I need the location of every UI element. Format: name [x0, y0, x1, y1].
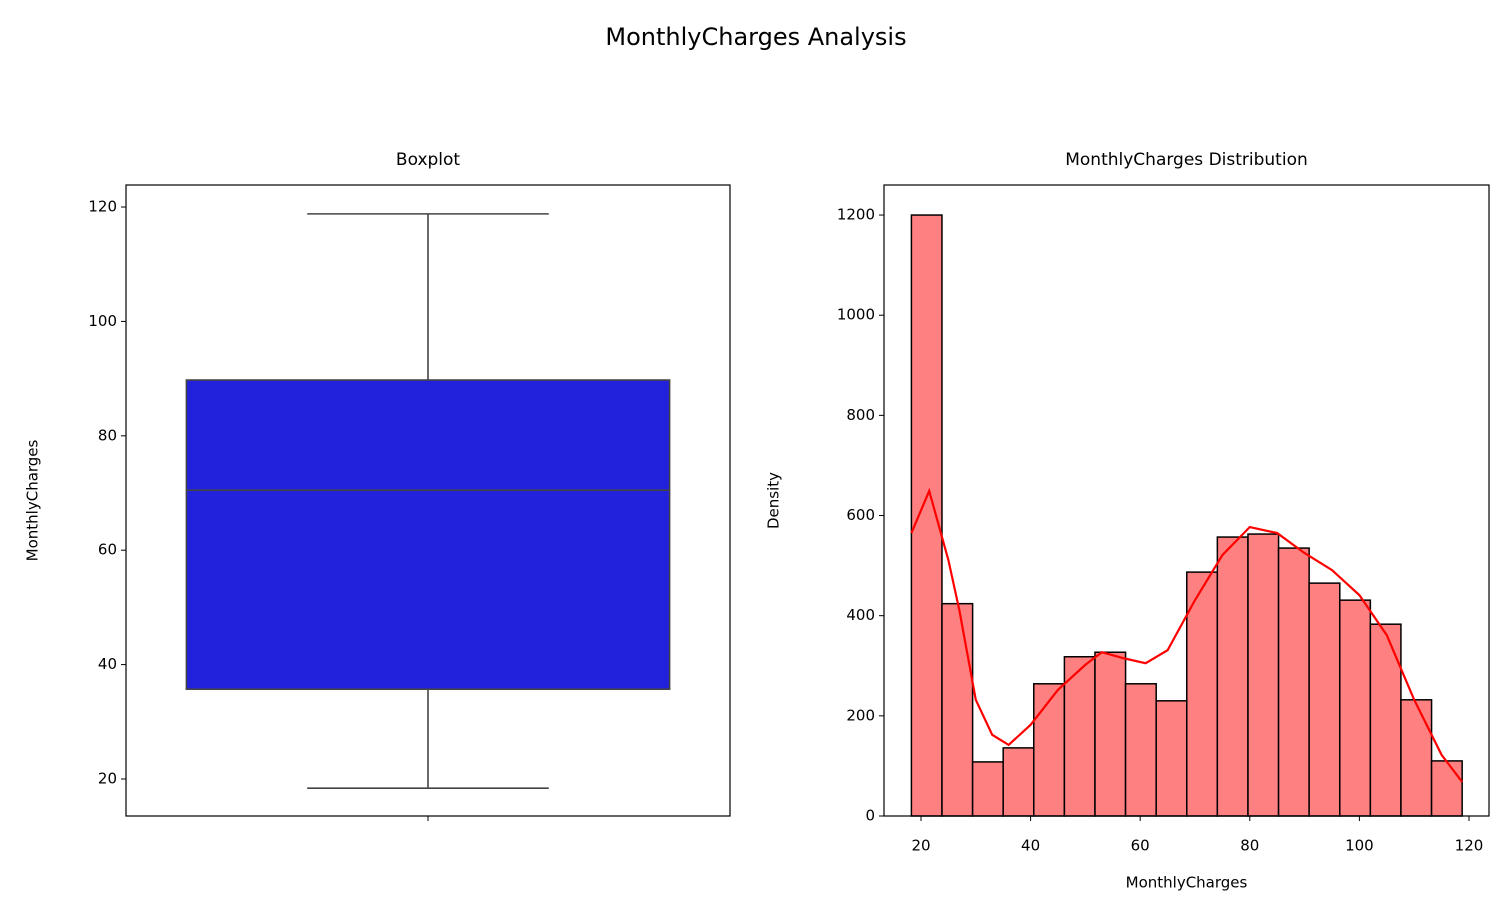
y-tick-label: 1000	[837, 306, 875, 324]
bar	[1247, 533, 1280, 817]
bar	[1339, 599, 1372, 817]
bar	[1308, 582, 1341, 817]
x-tick-label: 20	[911, 837, 930, 855]
y-tick-label: 800	[846, 406, 875, 424]
x-tick-label: 40	[1021, 837, 1040, 855]
y-tick-label: 400	[846, 606, 875, 624]
y-tick-label: 600	[846, 506, 875, 524]
x-axis-label: MonthlyCharges	[1126, 874, 1248, 892]
y-tick-label: 1200	[837, 206, 875, 224]
y-axis-label: MonthlyCharges	[24, 439, 42, 561]
x-tick-label: 100	[1345, 837, 1374, 855]
axes-title: Boxplot	[396, 150, 461, 170]
x-tick-label: 60	[1131, 837, 1150, 855]
y-tick-label: 120	[88, 198, 117, 216]
bar	[910, 214, 943, 817]
figure-title: MonthlyCharges Analysis	[605, 23, 906, 51]
bar	[1155, 700, 1188, 817]
bar	[1094, 651, 1127, 817]
bar	[1216, 536, 1249, 817]
y-tick-label: 60	[98, 541, 117, 559]
y-tick-label: 40	[98, 655, 117, 673]
y-tick-label: 200	[846, 706, 875, 724]
bar	[1124, 683, 1157, 817]
x-tick-label: 120	[1455, 837, 1484, 855]
bar	[1400, 699, 1433, 817]
y-tick-label: 80	[98, 426, 117, 444]
axes-frame	[883, 184, 1490, 817]
x-tick-label: 80	[1240, 837, 1259, 855]
bar	[1277, 547, 1310, 817]
y-tick-label: 20	[98, 769, 117, 787]
axes-title: MonthlyCharges Distribution	[1065, 150, 1308, 170]
bar	[1033, 683, 1066, 817]
bar	[1002, 747, 1035, 817]
box	[185, 379, 671, 690]
y-tick-label: 100	[88, 312, 117, 330]
bar	[941, 602, 974, 817]
axes-frame	[125, 184, 731, 817]
y-axis-label: Density	[765, 472, 783, 529]
bar	[971, 761, 1004, 817]
bar	[1430, 760, 1463, 817]
y-tick-label: 0	[865, 807, 875, 825]
kde-line	[910, 487, 1464, 783]
bar	[1369, 623, 1402, 817]
